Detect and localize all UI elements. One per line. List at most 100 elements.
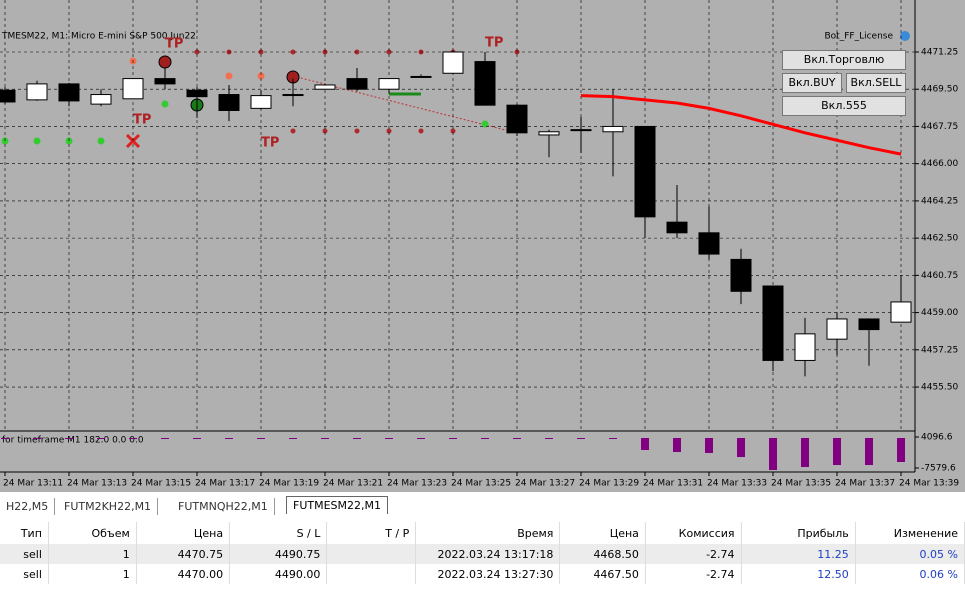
x-tick-label: 24 Mar 13:21: [323, 479, 383, 489]
indicator-bar: [865, 438, 873, 466]
tp-label: TP: [485, 36, 503, 51]
moving-average: [580, 94, 902, 156]
candle-body: [730, 258, 752, 292]
table-cell: 1: [48, 544, 137, 564]
tp-labels: TP TP TP TP: [133, 36, 503, 151]
table-cell: 4490.75: [229, 544, 328, 564]
indicator-bar: [545, 438, 553, 439]
x-tick-label: 24 Mar 13:13: [67, 479, 127, 489]
indicator-bar: [705, 438, 713, 454]
y-tick-label: 4467.75: [921, 122, 958, 132]
column-header[interactable]: Тип: [0, 522, 49, 544]
table-cell: 4467.50: [559, 564, 646, 584]
candle-body: [570, 129, 592, 132]
y-tick-label: 4459.00: [921, 308, 958, 318]
y-tick-label: 4464.25: [921, 196, 958, 206]
x-tick-label: 24 Mar 13:15: [131, 479, 191, 489]
indicator-bar: [449, 438, 457, 439]
license-icon: [900, 31, 910, 41]
button-555[interactable]: Вкл.555: [782, 96, 906, 116]
column-header[interactable]: Объем: [48, 522, 137, 544]
y-tick-label: 4457.25: [921, 345, 958, 355]
indicator-tick-label: -7579.6: [921, 464, 956, 474]
column-header[interactable]: T / P: [326, 522, 417, 544]
indicator-bar: [481, 438, 489, 439]
indicator-bar: [609, 438, 617, 439]
candle-body: [314, 84, 336, 90]
table-cell: 12.50: [741, 564, 856, 584]
column-header[interactable]: Прибыль: [741, 522, 856, 544]
table-cell: [326, 564, 417, 584]
column-header[interactable]: Комиссия: [645, 522, 742, 544]
table-cell: sell: [0, 544, 49, 564]
x-tick-label: 24 Mar 13:11: [3, 479, 63, 489]
x-tick-label: 24 Mar 13:17: [195, 479, 255, 489]
table-cell: 1: [48, 564, 137, 584]
tab[interactable]: FUTMESM22,M1: [286, 496, 388, 514]
tab[interactable]: FUTMNQH22,M1: [172, 498, 275, 515]
candle-body: [698, 232, 720, 255]
button-trade[interactable]: Вкл.Торговлю: [782, 50, 906, 70]
button-buy[interactable]: Вкл.BUY: [782, 73, 842, 93]
indicator-bar: [673, 438, 681, 452]
indicator-bar: [257, 438, 265, 439]
indicator-bar: [769, 438, 777, 470]
indicator-bar: [577, 438, 585, 439]
indicator-bar: [65, 438, 73, 439]
y-tick-label: 4460.75: [921, 271, 958, 281]
table-cell: -2.74: [645, 564, 742, 584]
candle-body: [218, 94, 240, 111]
button-sell[interactable]: Вкл.SELL: [846, 73, 906, 93]
column-header[interactable]: Цена: [559, 522, 646, 544]
x-tick-label: 24 Mar 13:29: [579, 479, 639, 489]
candle-body: [282, 94, 304, 97]
indicator-bar: [97, 438, 105, 439]
candle-body: [0, 89, 16, 103]
column-header[interactable]: Изменение: [855, 522, 965, 544]
column-header[interactable]: S / L: [229, 522, 328, 544]
table-cell: 0.05 %: [855, 544, 965, 564]
x-tick-label: 24 Mar 13:31: [643, 479, 703, 489]
candle-body: [858, 318, 880, 331]
indicator-bar: [353, 438, 361, 439]
indicator-bar: [641, 438, 649, 451]
column-header[interactable]: Время: [415, 522, 561, 544]
candle-body: [58, 83, 80, 102]
candle-body: [410, 75, 432, 78]
indicator-bar: [1, 438, 9, 439]
candle-body: [890, 301, 912, 323]
symbol-label: TMESM22, M1: Micro E-mini S&P 500 Jun22: [1, 32, 196, 42]
x-tick-label: 24 Mar 13:35: [771, 479, 831, 489]
candle-body: [122, 78, 144, 100]
table-cell: 11.25: [741, 544, 856, 564]
tab[interactable]: H22,M5: [0, 498, 56, 515]
candle-body: [250, 95, 272, 109]
candle-body: [826, 318, 848, 340]
x-tick-label: 24 Mar 13:23: [387, 479, 447, 489]
trade-line: [292, 75, 518, 134]
indicator-bar: [225, 438, 233, 439]
candle-body: [538, 131, 560, 136]
trade-row[interactable]: sell 1 4470.75 4490.75 2022.03.24 13:17:18 44…: [0, 544, 965, 564]
trade-row[interactable]: sell 1 4470.00 4490.00 2022.03.24 13:27:30 44…: [0, 564, 965, 584]
candle-body: [186, 89, 208, 98]
indicator-bar: [193, 438, 201, 439]
indicator-bar: [385, 438, 393, 439]
candle-body: [634, 125, 656, 218]
column-header[interactable]: Цена: [136, 522, 231, 544]
x-tick-label: 24 Mar 13:33: [707, 479, 767, 489]
indicator-tick-label: 4096.6: [921, 433, 953, 443]
candle-body: [346, 78, 368, 90]
candle-body: [762, 285, 784, 361]
candle-body: [602, 125, 624, 133]
table-cell: 4470.00: [136, 564, 231, 584]
table-cell: sell: [0, 564, 49, 584]
indicator-bar: [289, 438, 297, 439]
tp-label: TP: [133, 113, 151, 128]
indicator-bar: [33, 438, 41, 439]
x-tick-label: 24 Mar 13:25: [451, 479, 511, 489]
y-tick-label: 4471.25: [921, 47, 958, 57]
tab[interactable]: FUTM2KH22,M1: [58, 498, 159, 515]
